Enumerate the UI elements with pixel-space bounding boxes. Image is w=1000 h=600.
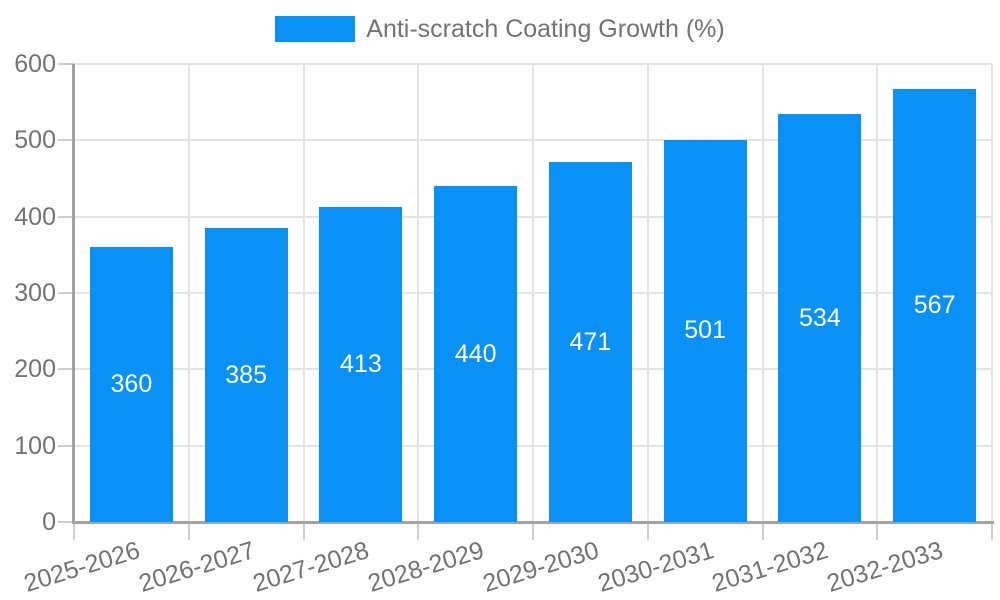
y-axis-line <box>72 64 75 524</box>
y-tick-mark <box>58 63 74 65</box>
legend-swatch <box>275 16 356 42</box>
bar-value-label: 360 <box>110 370 153 399</box>
x-axis-label: 2032-2033 <box>823 536 947 598</box>
bar: 413 <box>319 206 403 522</box>
bar: 471 <box>548 162 632 522</box>
bar-value-label: 385 <box>225 360 267 389</box>
y-axis-label: 500 <box>14 126 56 155</box>
v-gridline <box>761 64 764 522</box>
x-axis-label: 2025-2026 <box>20 536 143 598</box>
x-tick-mark <box>532 523 534 540</box>
y-tick-mark <box>58 368 74 371</box>
y-tick-mark <box>58 139 74 142</box>
bar-value-label: 534 <box>799 303 841 332</box>
x-tick-mark <box>761 523 764 540</box>
bar: 567 <box>893 89 977 522</box>
y-axis-label: 100 <box>14 431 56 460</box>
x-tick-mark <box>876 523 879 540</box>
bar: 501 <box>663 139 747 522</box>
v-gridline <box>646 64 649 522</box>
chart-legend: Anti-scratch Coating Growth (%) <box>0 16 1000 42</box>
bar-value-label: 440 <box>454 339 497 368</box>
x-axis-label: 2028-2029 <box>364 536 488 598</box>
bar-value-label: 567 <box>913 291 956 320</box>
v-gridline <box>302 64 305 522</box>
legend-label: Anti-scratch Coating Growth (%) <box>366 15 725 43</box>
v-gridline <box>991 64 993 522</box>
bar-value-label: 413 <box>340 349 382 378</box>
x-axis-label: 2030-2031 <box>594 536 717 598</box>
y-axis-label: 300 <box>14 279 56 307</box>
y-tick-mark <box>58 215 74 218</box>
bar-value-label: 501 <box>684 316 726 345</box>
bar: 385 <box>204 228 288 522</box>
x-axis-label: 2027-2028 <box>249 536 373 598</box>
x-tick-mark <box>302 523 305 540</box>
x-tick-mark <box>417 523 420 540</box>
x-axis-line <box>72 521 994 524</box>
y-axis-label: 0 <box>42 508 56 536</box>
x-tick-mark <box>646 523 649 540</box>
x-axis-label: 2026-2027 <box>135 536 258 598</box>
y-tick-mark <box>58 444 74 447</box>
x-axis-label: 2029-2030 <box>479 536 602 598</box>
y-tick-mark <box>58 292 74 294</box>
v-gridline <box>417 64 420 522</box>
x-tick-mark <box>187 523 190 540</box>
bar-value-label: 471 <box>569 327 612 356</box>
x-axis-label: 2031-2032 <box>708 536 832 598</box>
v-gridline <box>187 64 190 522</box>
bar: 534 <box>778 114 862 522</box>
y-axis-label: 600 <box>14 50 56 78</box>
v-gridline <box>876 64 879 522</box>
bar: 360 <box>89 247 173 522</box>
y-tick-mark <box>58 521 74 523</box>
y-axis-label: 400 <box>14 202 56 231</box>
x-tick-mark <box>991 523 993 540</box>
x-tick-mark <box>73 523 75 540</box>
bar: 440 <box>434 186 518 522</box>
v-gridline <box>532 64 534 522</box>
y-axis-label: 200 <box>14 355 56 384</box>
